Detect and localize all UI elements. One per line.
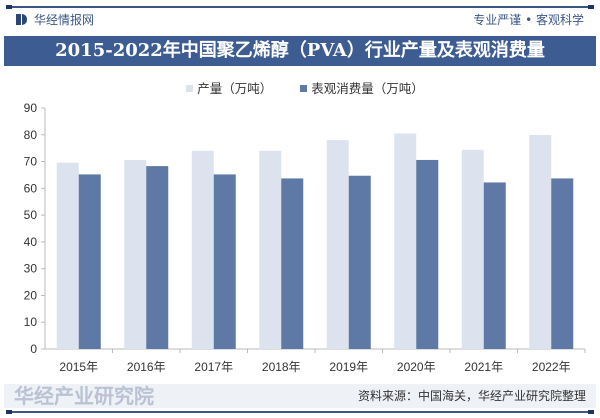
y-tick-label: 20 — [24, 288, 38, 302]
x-tick-label: 2015年 — [59, 360, 98, 374]
y-tick-label: 10 — [24, 315, 38, 329]
production-bar-2019年 — [326, 140, 349, 349]
footer-band — [4, 384, 596, 408]
consumption-bar-2016年 — [146, 166, 169, 349]
production-bar-2016年 — [124, 159, 147, 349]
consumption-bar-2021年 — [483, 182, 506, 349]
x-tick-label: 2022年 — [532, 360, 571, 374]
y-tick-label: 70 — [24, 155, 38, 169]
brand-name: 华经情报网 — [34, 13, 95, 27]
consumption-bar-2015年 — [78, 174, 101, 349]
slogan: 专业严谨 • 客观科学 — [473, 13, 584, 27]
x-tick-label: 2018年 — [262, 360, 301, 374]
x-tick-label: 2020年 — [397, 360, 436, 374]
production-bar-2020年 — [394, 133, 417, 349]
bar-chart: 0 10 20 30 40 50 60 70 80 90 2015年 2016年 2017年 2018年 2… — [24, 101, 586, 374]
legend: 产量（万吨） 表观消费量（万吨） — [0, 78, 600, 97]
y-tick-label: 80 — [24, 128, 38, 142]
source-note: 资料来源：中国海关，华经产业研究院整理 — [357, 389, 586, 403]
legend-label-consumption: 表观消费量（万吨） — [311, 81, 424, 96]
logo-icon — [16, 14, 28, 25]
y-tick-label: 30 — [24, 262, 38, 276]
y-tick-label: 90 — [24, 101, 38, 115]
production-bar-2015年 — [56, 162, 79, 349]
x-tick-label: 2019年 — [329, 360, 368, 374]
legend-swatch-consumption — [300, 85, 308, 92]
y-tick-label: 60 — [24, 181, 38, 195]
consumption-bar-2018年 — [281, 178, 304, 349]
legend-label-production: 产量（万吨） — [197, 81, 273, 96]
consumption-bar-2019年 — [348, 175, 371, 349]
y-tick-label: 50 — [24, 208, 38, 222]
bottom-divider — [6, 410, 594, 414]
chart-title: 2015-2022年中国聚乙烯醇（PVA）行业产量及表观消费量 — [4, 36, 596, 66]
x-tick-label: 2017年 — [194, 360, 233, 374]
legend-swatch-production — [186, 85, 194, 92]
consumption-bar-2017年 — [213, 174, 236, 349]
production-bar-2021年 — [461, 149, 484, 349]
y-tick-label: 40 — [24, 235, 38, 249]
x-tick-label: 2016年 — [127, 360, 166, 374]
y-tick-label: 0 — [30, 342, 37, 356]
consumption-bar-2022年 — [551, 178, 574, 349]
production-bar-2022年 — [529, 135, 552, 349]
production-bar-2017年 — [191, 150, 214, 349]
production-bar-2018年 — [259, 150, 282, 349]
watermark: 华经产业研究院 — [14, 384, 154, 408]
brand: 华经情报网 — [16, 11, 94, 28]
consumption-bar-2020年 — [416, 159, 439, 349]
x-tick-label: 2021年 — [464, 360, 503, 374]
top-divider — [6, 5, 594, 9]
